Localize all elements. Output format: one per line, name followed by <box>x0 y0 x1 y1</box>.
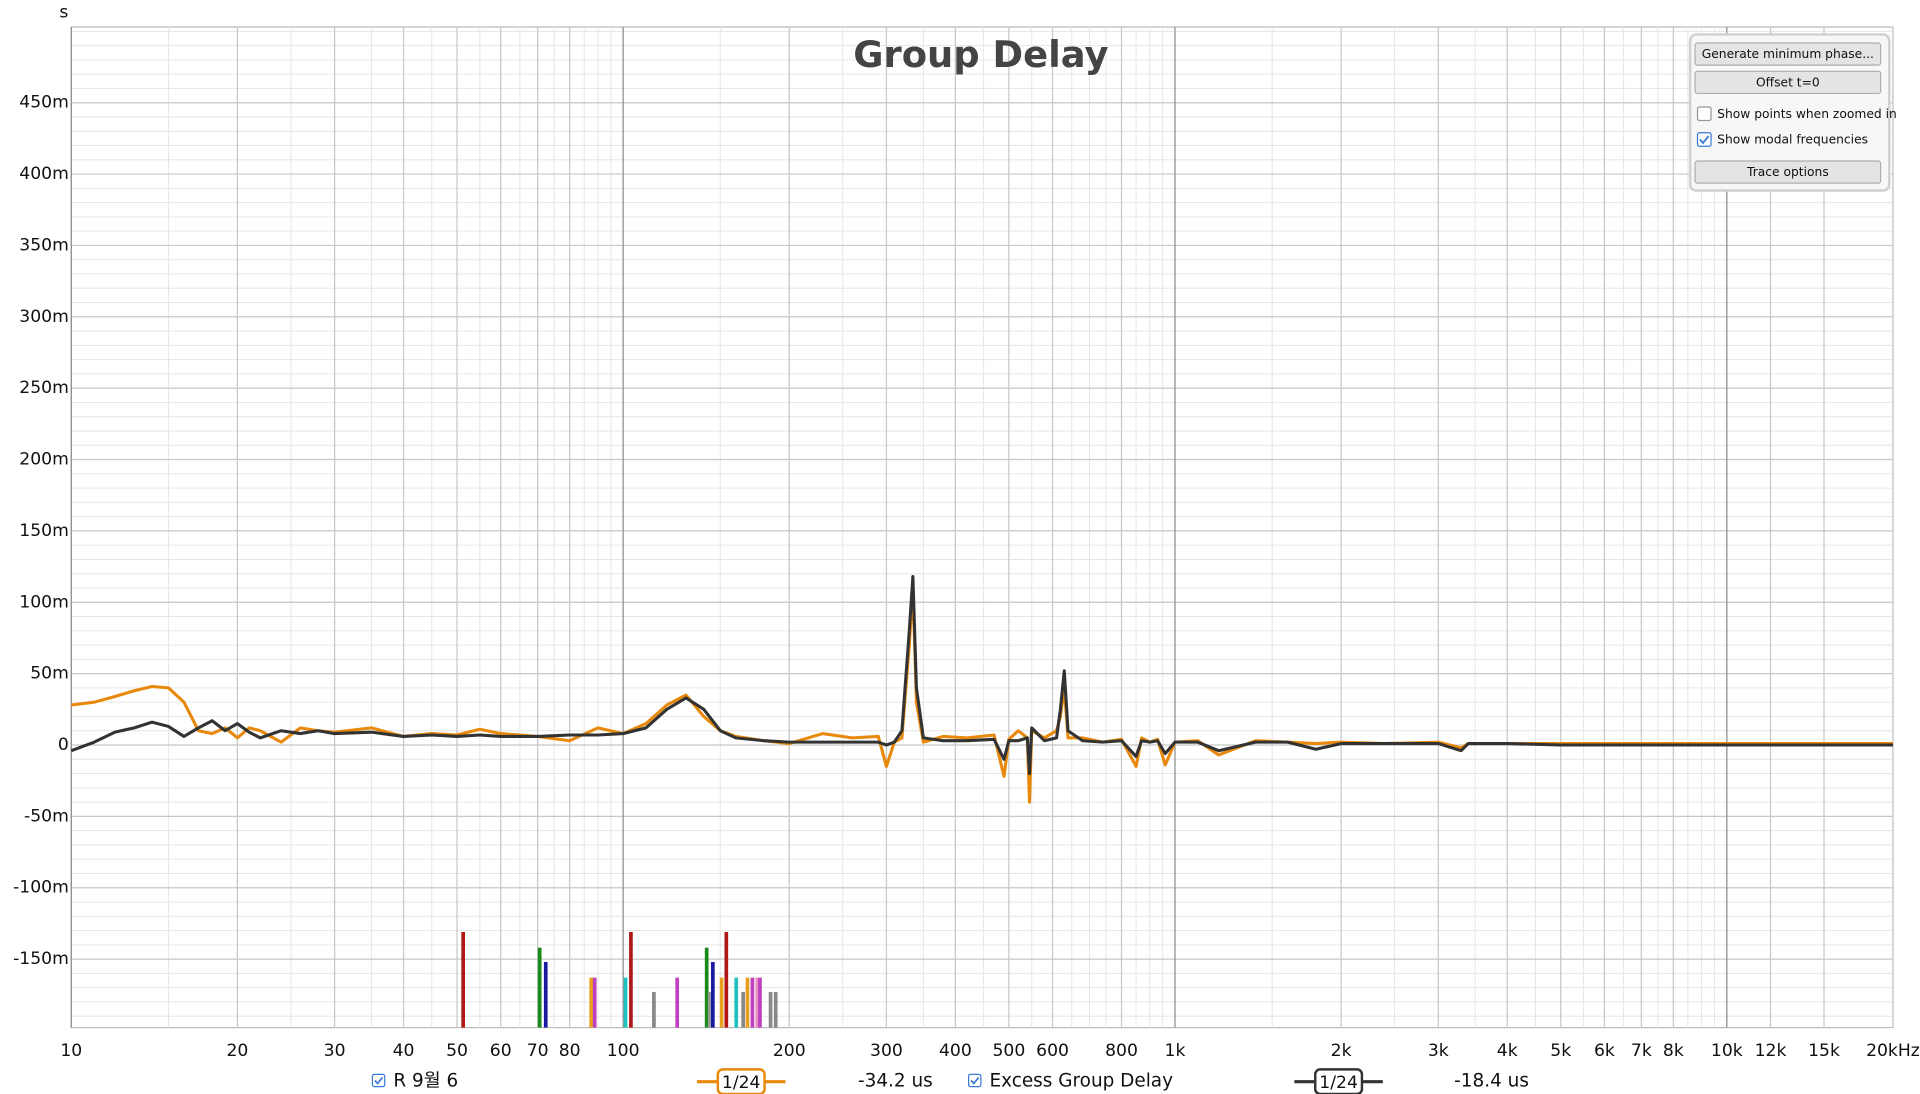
modal-frequency-bar <box>734 977 739 1028</box>
x-tick-label: 60 <box>490 1041 512 1061</box>
modal-frequency-bar <box>711 961 715 1028</box>
legend-label[interactable]: Excess Group Delay <box>990 1071 1174 1092</box>
modal-frequency-bar <box>675 977 680 1028</box>
x-tick-label: 10k <box>1711 1041 1743 1061</box>
series-line <box>70 575 1893 776</box>
x-tick-label: 80 <box>559 1041 581 1061</box>
y-tick-label: -150m <box>13 949 69 969</box>
y-tick-label: -50m <box>24 806 69 826</box>
modal-frequency-bar <box>758 977 762 1028</box>
button-label[interactable]: Offset t=0 <box>1756 75 1820 89</box>
x-tick-label: 5k <box>1550 1041 1571 1061</box>
x-tick-label: 400 <box>939 1041 972 1061</box>
x-tick-label: 20 <box>226 1041 248 1061</box>
button[interactable] <box>1694 42 1882 66</box>
x-tick-label: 40 <box>393 1041 415 1061</box>
y-tick-label: 200m <box>19 450 69 470</box>
modal-frequency-bar <box>537 947 542 1028</box>
x-tick-label: 20kHz <box>1866 1041 1920 1061</box>
modal-frequency-bar <box>768 991 773 1028</box>
x-tick-label: 200 <box>773 1041 806 1061</box>
button-label[interactable]: Trace options <box>1746 165 1829 179</box>
x-tick-label: 10 <box>60 1041 82 1061</box>
checkmark <box>1699 135 1710 145</box>
y-unit: s <box>59 2 68 22</box>
x-tick-label: 70 <box>527 1041 549 1061</box>
modal-frequency-bar <box>589 977 593 1028</box>
checkbox-label[interactable]: Show modal frequencies <box>1717 133 1868 147</box>
x-tick-label: 50 <box>446 1041 468 1061</box>
modal-frequency-bar <box>719 977 724 1028</box>
legend-checkmark <box>374 1076 384 1085</box>
modal-frequency-bar <box>592 977 597 1028</box>
modal-frequency-bar <box>623 977 628 1028</box>
x-tick-label: 7k <box>1631 1041 1652 1061</box>
x-tick-label: 8k <box>1663 1041 1684 1061</box>
modal-frequency-bar <box>652 991 656 1028</box>
modal-frequency-bar <box>773 991 778 1028</box>
y-tick-label: 0 <box>58 735 69 755</box>
legend-label[interactable]: R 9월 6 <box>393 1071 458 1092</box>
checkbox[interactable] <box>1696 132 1712 147</box>
modal-frequency-bar <box>461 931 466 1028</box>
button-label[interactable]: Generate minimum phase... <box>1702 47 1874 61</box>
y-tick-label: 50m <box>30 664 69 684</box>
y-tick-label: 400m <box>19 164 69 184</box>
x-tick-label: 100 <box>607 1041 640 1061</box>
y-tick-label: -100m <box>13 878 69 898</box>
y-tick-label: 250m <box>19 378 69 398</box>
legend-smoothing: 1/24 <box>1319 1073 1358 1093</box>
checkbox[interactable] <box>1696 106 1712 122</box>
chart-title: Group Delay <box>853 33 1108 76</box>
y-tick-label: 150m <box>19 521 69 541</box>
x-tick-label: 1k <box>1165 1041 1186 1061</box>
modal-frequency-bar <box>704 947 709 1028</box>
x-tick-label: 15k <box>1808 1041 1840 1061</box>
x-tick-label: 12k <box>1755 1041 1787 1061</box>
checkbox-label[interactable]: Show points when zoomed in <box>1717 107 1897 121</box>
modal-frequency-bar <box>543 961 548 1028</box>
y-tick-label: 350m <box>19 235 69 255</box>
legend-readout: -34.2 us <box>858 1071 933 1092</box>
x-tick-label: 800 <box>1105 1041 1138 1061</box>
legend-checkbox[interactable] <box>967 1073 982 1088</box>
plot-area <box>70 26 1894 1029</box>
modal-frequency-bar <box>629 931 633 1028</box>
legend-smoothing: 1/24 <box>722 1073 761 1093</box>
button[interactable] <box>1694 160 1882 184</box>
x-tick-label: 500 <box>992 1041 1025 1061</box>
x-tick-label: 30 <box>324 1041 346 1061</box>
legend-checkmark <box>970 1076 980 1085</box>
modal-frequency-bar <box>750 977 755 1028</box>
x-tick-label: 6k <box>1594 1041 1615 1061</box>
button[interactable] <box>1694 70 1882 95</box>
modal-frequency-bar <box>724 931 729 1028</box>
modal-frequency-bar <box>755 977 760 1028</box>
x-tick-label: 4k <box>1497 1041 1518 1061</box>
x-tick-label: 600 <box>1036 1041 1069 1061</box>
y-tick-label: 100m <box>19 592 69 612</box>
y-tick-label: 300m <box>19 307 69 327</box>
modal-frequency-bar <box>741 991 746 1028</box>
control-panel: Generate minimum phase... Offset t=0 Trace… <box>1688 33 1897 192</box>
y-tick-label: 450m <box>19 93 69 113</box>
x-tick-label: 2k <box>1331 1041 1352 1061</box>
x-tick-label: 3k <box>1428 1041 1449 1061</box>
modal-frequency-bar <box>707 991 712 1028</box>
legend-checkbox[interactable] <box>371 1073 386 1088</box>
x-tick-label: 300 <box>870 1041 903 1061</box>
legend-readout: -18.4 us <box>1454 1071 1529 1092</box>
modal-frequency-bar <box>745 977 750 1028</box>
